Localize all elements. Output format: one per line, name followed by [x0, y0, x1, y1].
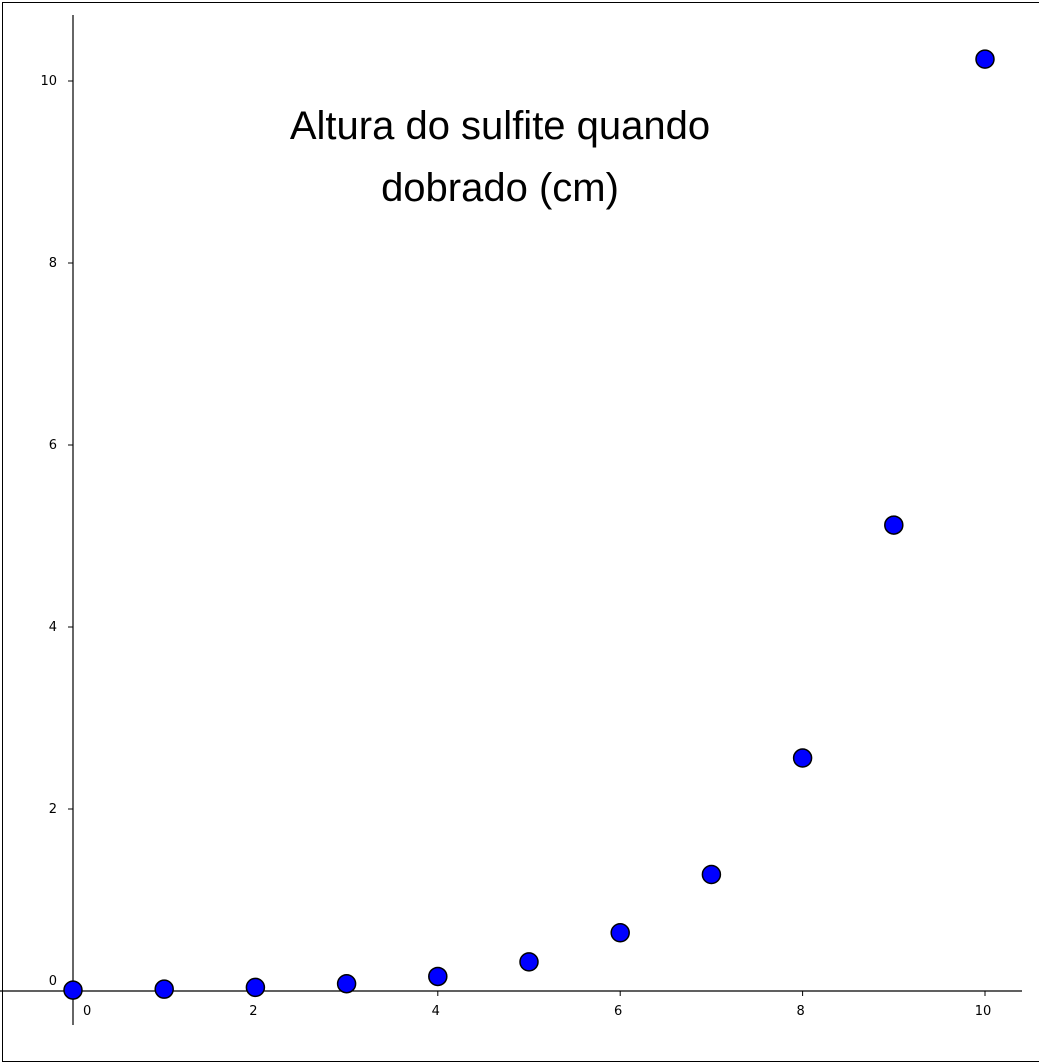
x-tick-label: 6: [614, 1004, 622, 1019]
data-point: [63, 980, 83, 1000]
x-tick-label: 0: [83, 1004, 91, 1019]
chart-title-line-1: Altura do sulfite quando: [289, 104, 711, 148]
data-point: [701, 864, 722, 885]
chart-title-line-2: dobrado (cm): [381, 166, 619, 210]
data-point: [428, 966, 448, 987]
data-point: [154, 979, 174, 999]
y-tick-label: 0: [49, 974, 57, 989]
y-tick-label: 4: [49, 620, 57, 635]
x-tick-label: 4: [432, 1004, 440, 1019]
x-tick-label: 8: [796, 1004, 804, 1019]
data-point: [336, 973, 357, 994]
data-point: [975, 49, 995, 69]
chart-title: Altura do sulfite quando dobrado (cm): [160, 95, 840, 219]
y-tick-label: 2: [49, 802, 57, 817]
data-point: [792, 748, 813, 768]
y-tick-label: 6: [49, 438, 57, 453]
y-tick-label: 10: [40, 74, 57, 89]
x-tick-label: 2: [249, 1004, 257, 1019]
data-points: [63, 49, 995, 1000]
data-point: [610, 923, 630, 943]
data-point: [519, 952, 539, 972]
y-tick-label: 8: [49, 256, 57, 271]
x-tick-label: 10: [975, 1004, 992, 1019]
tick-labels: 0 2 4 6 8 10 0 2 4 6 8 10: [40, 74, 991, 1019]
data-point: [245, 977, 266, 998]
data-point: [884, 515, 904, 535]
